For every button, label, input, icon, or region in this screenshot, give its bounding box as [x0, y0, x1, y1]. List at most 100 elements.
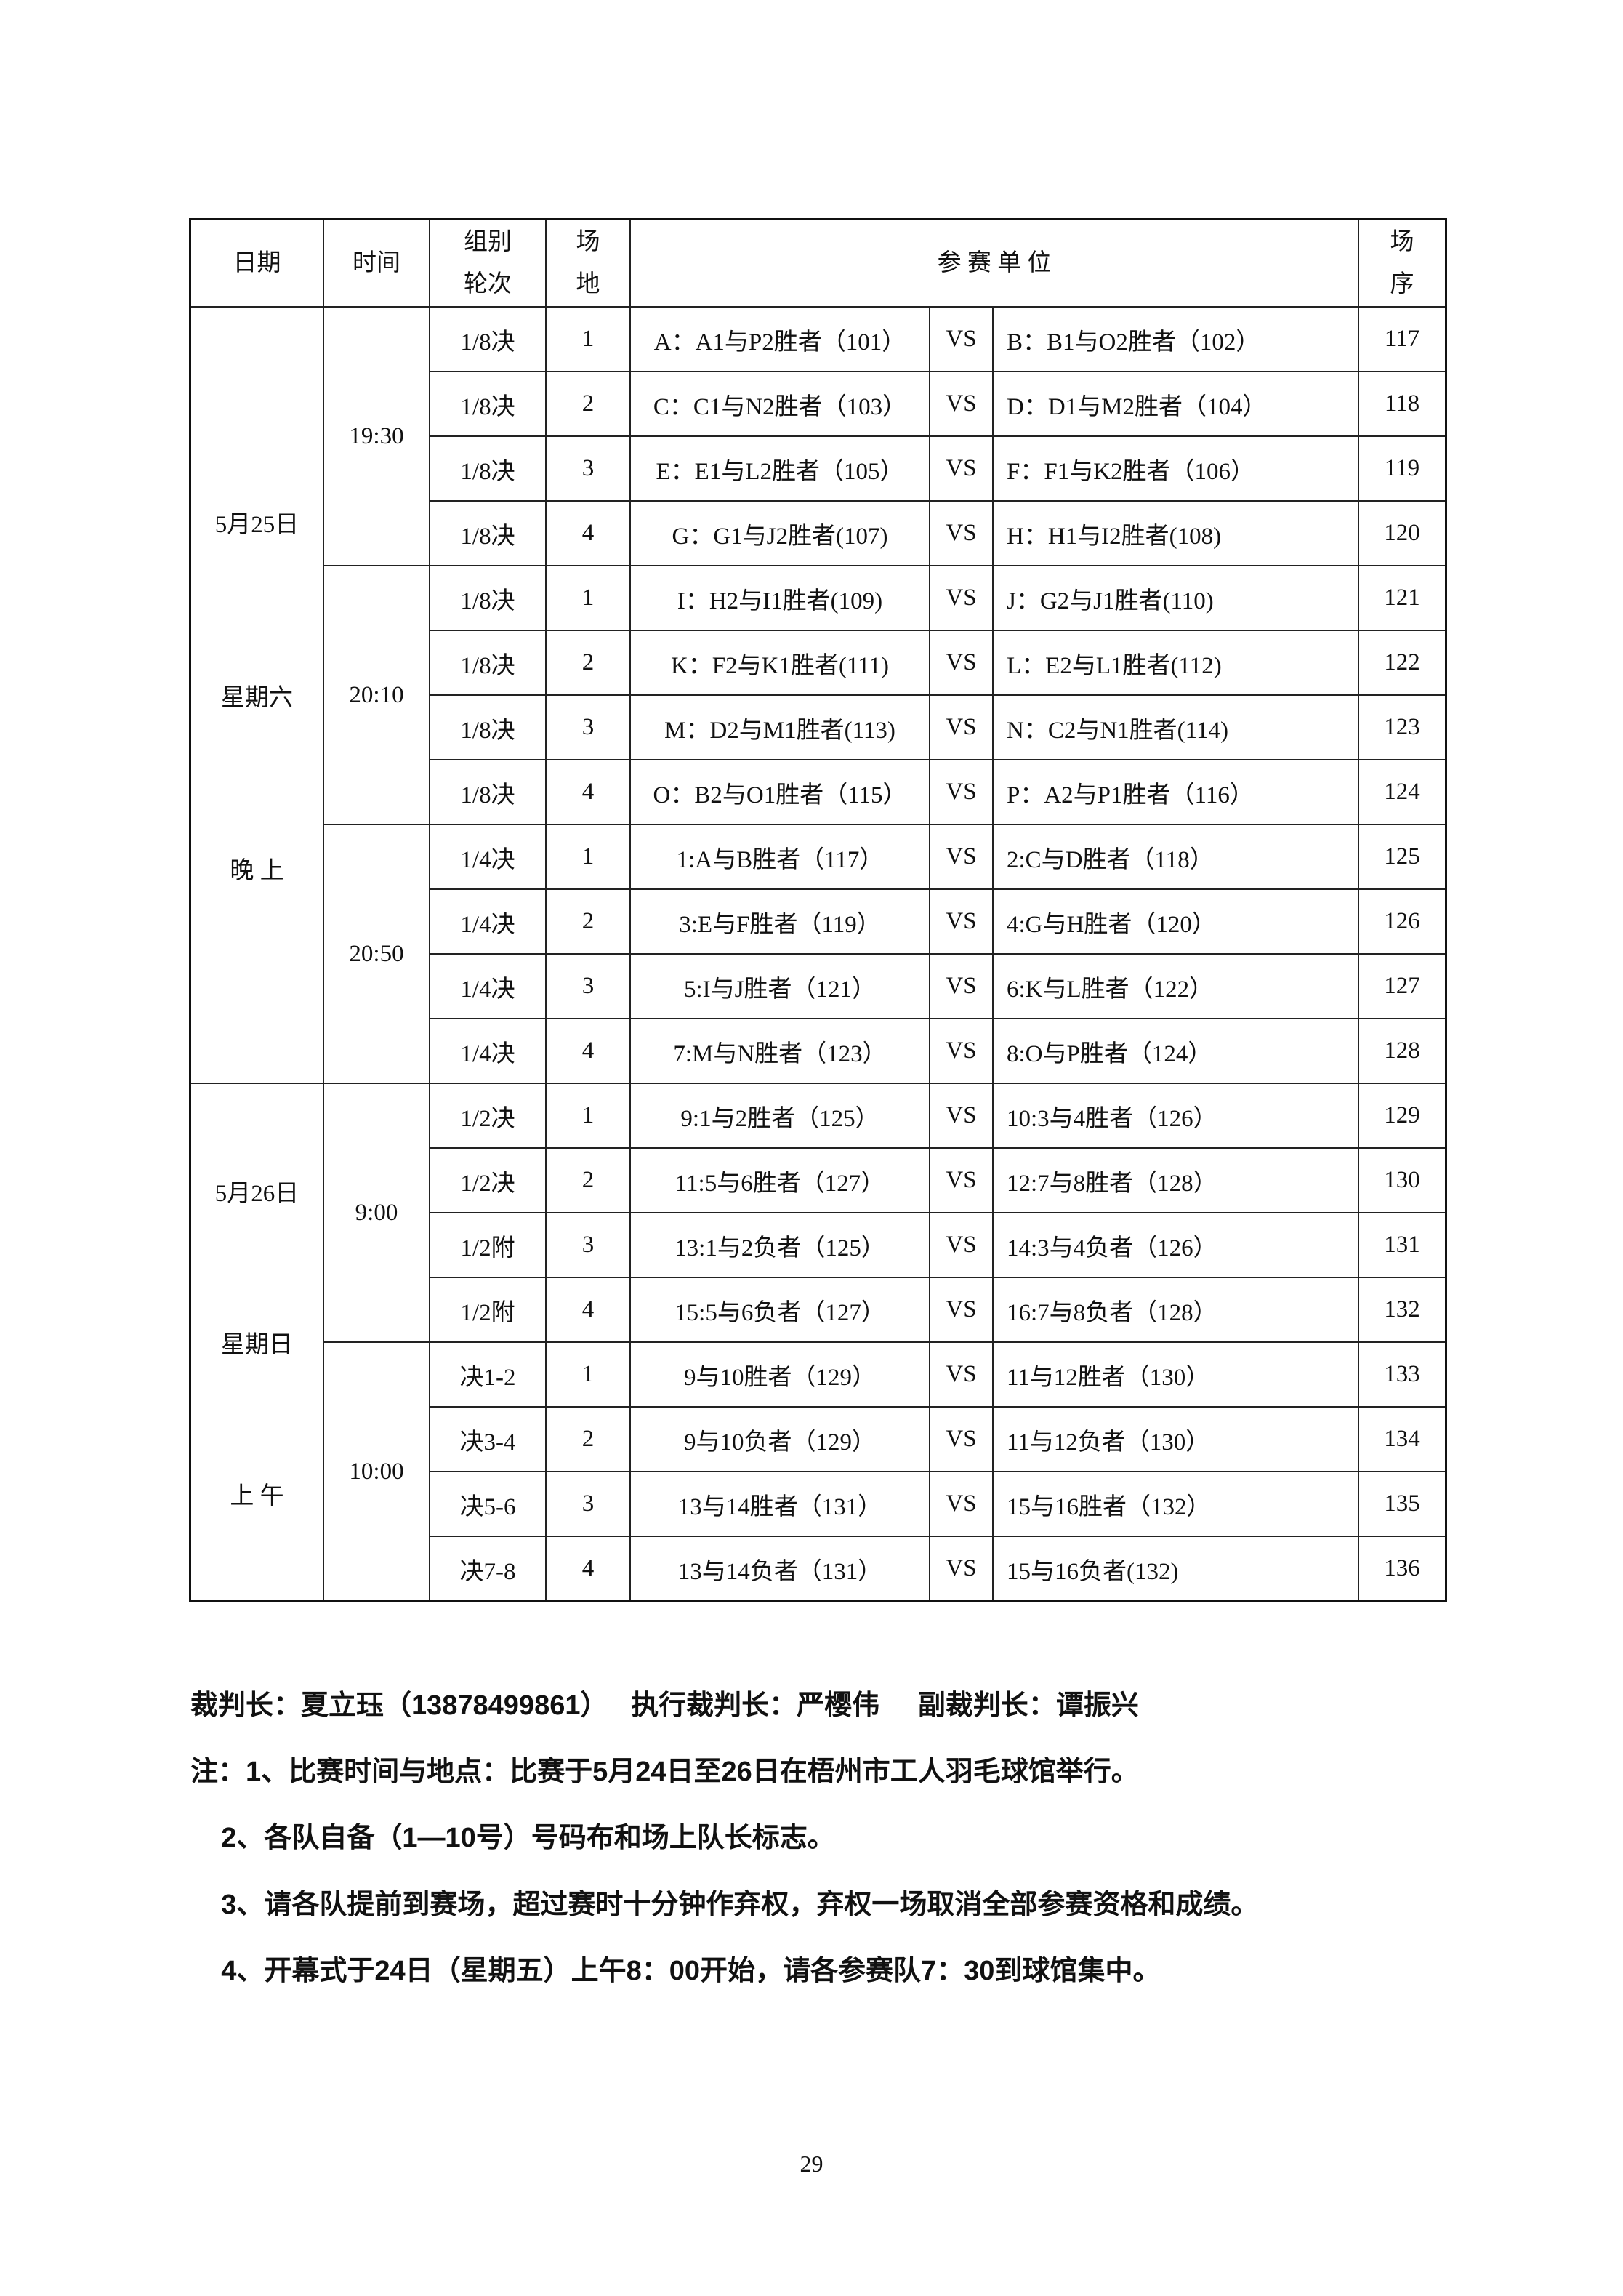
team-b-cell: 15与16负者(132) [992, 1536, 1359, 1602]
team-a-cell: 13:1与2负者（125） [629, 1212, 930, 1278]
vs-cell: VS [929, 824, 994, 890]
team-b-cell: L：E2与L1胜者(112) [992, 630, 1359, 696]
table-row: 决3-4 2 9与10负者（129） VS 11与12负者（130） 134 [190, 1406, 1447, 1472]
table-row: 5月26日 星期日上 午 9:00 1/2决 1 9:1与2胜者（125） VS 10:3与4… [189, 1083, 1447, 1602]
team-b-cell: 15与16胜者（132） [992, 1471, 1359, 1537]
court-cell: 3 [545, 1212, 631, 1278]
team-a-cell: 15:5与6负者（127） [629, 1277, 930, 1343]
team-b-cell: 2:C与D胜者（118） [992, 824, 1359, 890]
team-b-cell: F：F1与K2胜者（106） [992, 435, 1359, 502]
round-cell: 1/8决 [429, 500, 547, 566]
vs-cell: VS [929, 759, 994, 825]
header-group: 组别 轮次 [429, 218, 547, 308]
time-cell: 19:30 [323, 306, 430, 566]
vs-cell: VS [929, 1147, 994, 1213]
vs-cell: VS [929, 371, 994, 437]
court-cell: 4 [545, 1018, 631, 1084]
match-number-cell: 133 [1358, 1341, 1447, 1408]
match-schedule-table: 日期 时间 组别 轮次 场地 参 赛 单 位 场序 5月25日 星期六晚 上 19:3… [189, 218, 1447, 1602]
court-cell: 3 [545, 435, 631, 502]
round-cell: 1/8决 [429, 759, 547, 825]
match-number-cell: 124 [1358, 759, 1447, 825]
match-number-cell: 134 [1358, 1406, 1447, 1472]
team-b-cell: 11与12胜者（130） [992, 1341, 1359, 1408]
match-number-cell: 126 [1358, 888, 1447, 955]
vs-cell: VS [929, 306, 994, 372]
date-cell: 5月26日星期日上 午 [189, 1083, 324, 1602]
match-number-cell: 125 [1358, 824, 1447, 890]
round-cell: 1/8决 [429, 565, 547, 631]
team-b-cell: 4:G与H胜者（120） [992, 888, 1359, 955]
table-row: 决5-6 3 13与14胜者（131） VS 15与16胜者（132） 135 [190, 1471, 1447, 1537]
court-cell: 3 [545, 953, 631, 1019]
table-row: 20:50 1/4决 1 1:A与B胜者（117） VS 2:C与D胜者（118） 125 [190, 824, 1447, 1084]
team-a-cell: A：A1与P2胜者（101） [629, 306, 930, 372]
date-line: 5月26日 [214, 1181, 299, 1207]
date-line: 星期日 [221, 1332, 293, 1358]
note-3: 3、请各队提前到赛场，超过赛时十分钟作弃权，弃权一场取消全部参赛资格和成绩。 [190, 1890, 1259, 1920]
court-cell: 2 [545, 1406, 631, 1472]
court-cell: 2 [545, 1147, 631, 1213]
court-cell: 2 [545, 630, 631, 696]
match-number-cell: 127 [1358, 953, 1447, 1019]
match-number-cell: 132 [1358, 1277, 1447, 1343]
vs-cell: VS [929, 1341, 994, 1408]
vs-cell: VS [929, 435, 994, 502]
table-header-row: 日期 时间 组别 轮次 场地 参 赛 单 位 场序 [189, 218, 1447, 308]
team-b-cell: 11与12负者（130） [992, 1406, 1359, 1472]
table-row: 1/4决 3 5:I与J胜者（121） VS 6:K与L胜者（122） 127 [190, 953, 1447, 1019]
header-time: 时间 [323, 218, 430, 308]
team-a-cell: K：F2与K1胜者(111) [629, 630, 930, 696]
team-b-cell: 16:7与8负者（128） [992, 1277, 1359, 1343]
team-b-cell: H：H1与I2胜者(108) [992, 500, 1359, 566]
round-cell: 1/4决 [429, 1018, 547, 1084]
header-court-line1: 场 [576, 229, 600, 255]
match-number-cell: 135 [1358, 1471, 1447, 1537]
referees-line: 裁判长：夏立珏（13878499861） 执行裁判长：严樱伟 副裁判长：谭振兴 [190, 1690, 1139, 1721]
round-cell: 1/8决 [429, 435, 547, 502]
table-row: 20:10 1/8决 1 I：H2与I1胜者(109) VS J：G2与J1胜者(110)… [190, 565, 1447, 825]
table-row: 1/8决 2 C：C1与N2胜者（103） VS D：D1与M2胜者（104） 118 [190, 371, 1447, 437]
round-cell: 1/4决 [429, 888, 547, 955]
vs-cell: VS [929, 1471, 994, 1537]
round-cell: 1/8决 [429, 694, 547, 760]
round-cell: 决1-2 [429, 1341, 547, 1408]
vs-cell: VS [929, 1083, 994, 1149]
vs-cell: VS [929, 565, 994, 631]
round-cell: 1/8决 [429, 371, 547, 437]
table-row: 1/4决 2 3:E与F胜者（119） VS 4:G与H胜者（120） 126 [190, 888, 1447, 955]
team-b-cell: 8:O与P胜者（124） [992, 1018, 1359, 1084]
vs-cell: VS [929, 1406, 994, 1472]
team-a-cell: 9:1与2胜者（125） [629, 1083, 930, 1149]
match-number-cell: 129 [1358, 1083, 1447, 1149]
header-order-line1: 场 [1390, 229, 1414, 255]
header-group-line2: 轮次 [464, 271, 512, 297]
team-a-cell: 9与10胜者（129） [629, 1341, 930, 1408]
team-a-cell: G：G1与J2胜者(107) [629, 500, 930, 566]
team-a-cell: M：D2与M1胜者(113) [629, 694, 930, 760]
court-cell: 1 [545, 565, 631, 631]
team-b-cell: 14:3与4负者（126） [992, 1212, 1359, 1278]
court-cell: 2 [545, 371, 631, 437]
team-b-cell: 10:3与4胜者（126） [992, 1083, 1359, 1149]
team-a-cell: 3:E与F胜者（119） [629, 888, 930, 955]
table-row: 10:00 决1-2 1 9与10胜者（129） VS 11与12胜者（130） 133 [190, 1341, 1447, 1602]
date-line: 上 午 [230, 1483, 284, 1509]
header-group-line1: 组别 [464, 229, 512, 255]
round-cell: 决3-4 [429, 1406, 547, 1472]
vs-cell: VS [929, 1277, 994, 1343]
vs-cell: VS [929, 500, 994, 566]
table-row: 1/8决 4 G：G1与J2胜者(107) VS H：H1与I2胜者(108) 120 [190, 500, 1447, 566]
court-cell: 3 [545, 694, 631, 760]
note-2: 2、各队自备（1—10号）号码布和场上队长标志。 [190, 1823, 835, 1853]
table-row: 1/2附 3 13:1与2负者（125） VS 14:3与4负者（126） 131 [190, 1212, 1447, 1278]
note-4: 4、开幕式于24日（星期五）上午8：00开始，请各参赛队7：30到球馆集中。 [190, 1956, 1161, 1986]
court-cell: 2 [545, 888, 631, 955]
table-row: 决7-8 4 13与14负者（131） VS 15与16负者(132) 136 [190, 1536, 1447, 1602]
team-b-cell: J：G2与J1胜者(110) [992, 565, 1359, 631]
team-b-cell: N：C2与N1胜者(114) [992, 694, 1359, 760]
team-b-cell: B：B1与O2胜者（102） [992, 306, 1359, 372]
time-cell: 9:00 [323, 1083, 430, 1343]
match-number-cell: 121 [1358, 565, 1447, 631]
table-row: 1/8决 3 E：E1与L2胜者（105） VS F：F1与K2胜者（106） 119 [190, 435, 1447, 502]
